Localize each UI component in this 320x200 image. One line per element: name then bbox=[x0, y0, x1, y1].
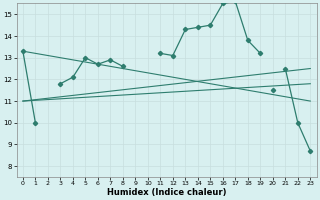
X-axis label: Humidex (Indice chaleur): Humidex (Indice chaleur) bbox=[107, 188, 226, 197]
